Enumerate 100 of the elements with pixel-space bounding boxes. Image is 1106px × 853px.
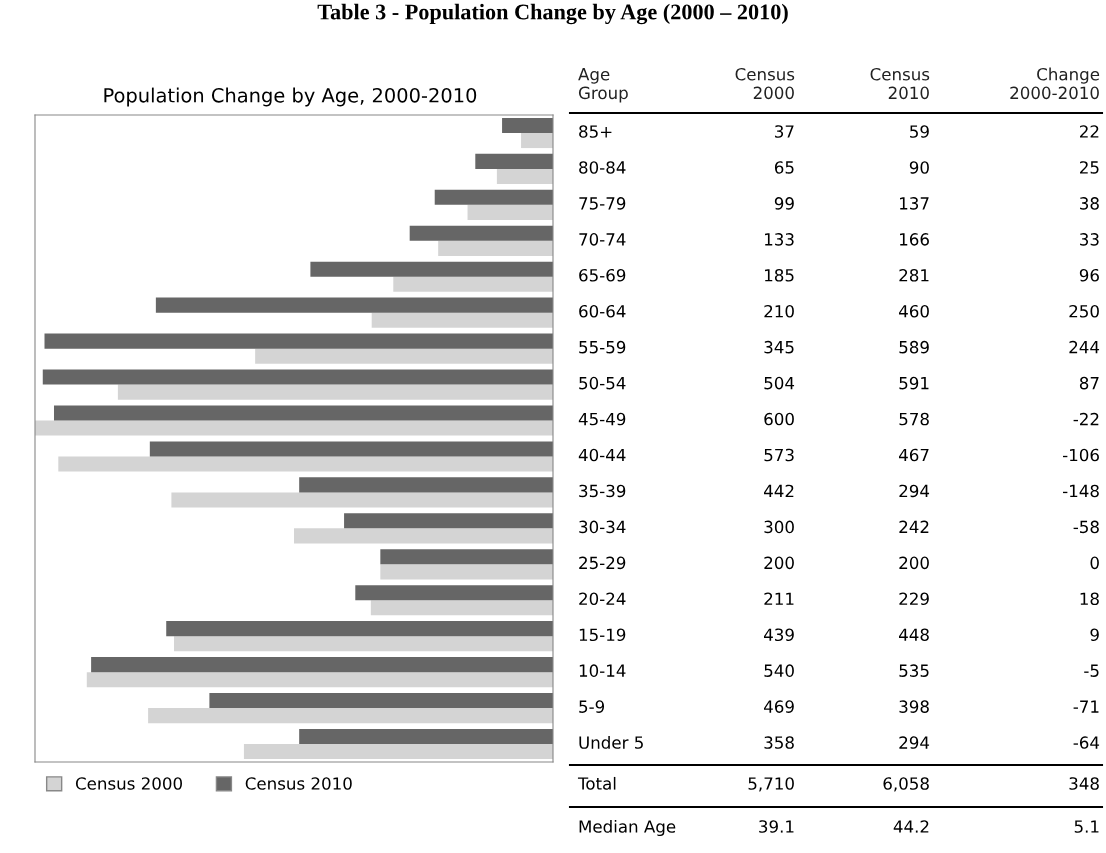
bar xyxy=(502,117,553,133)
bar xyxy=(475,153,553,169)
data-label: 137 xyxy=(900,197,929,210)
bar xyxy=(243,744,553,760)
data-label: 211 xyxy=(764,592,794,605)
data-label: 281 xyxy=(899,268,929,282)
y-tick-label: 20-24 xyxy=(579,592,626,606)
legend-label: Census 2000 xyxy=(75,777,182,790)
bar xyxy=(409,225,553,241)
data-label: 578 xyxy=(899,412,929,426)
y-tick-label: 10-14 xyxy=(579,664,626,677)
text: 250 xyxy=(1069,304,1099,318)
bar xyxy=(35,420,553,436)
data-label: 294 xyxy=(899,484,930,498)
data-label: 166 xyxy=(900,233,929,246)
text: -22 xyxy=(1073,412,1099,426)
data-label: 442 xyxy=(764,484,794,498)
bar xyxy=(209,692,553,709)
y-tick-label: 45-49 xyxy=(578,412,626,426)
text: 39.1 xyxy=(759,820,794,833)
bar xyxy=(117,384,553,400)
text: Census 2010 xyxy=(870,67,930,100)
data-label: 467 xyxy=(899,448,929,462)
bar xyxy=(148,708,553,724)
chart-title: Population Change by Age, 2000-2010 xyxy=(104,87,477,107)
data-label: 99 xyxy=(774,197,794,210)
data-label: 448 xyxy=(899,628,929,642)
data-label: 591 xyxy=(899,376,929,390)
data-label: 600 xyxy=(764,412,794,426)
text: Change 2000-2010 xyxy=(1010,67,1100,100)
text: 244 xyxy=(1069,340,1100,354)
bar xyxy=(299,477,553,493)
text: Total xyxy=(577,776,616,790)
data-label: 294 xyxy=(899,736,930,749)
bar xyxy=(155,297,553,313)
bar xyxy=(521,132,553,149)
bar xyxy=(91,657,553,673)
bar xyxy=(294,528,553,544)
y-tick-label: Under 5 xyxy=(579,735,643,749)
text: 5,710 xyxy=(748,777,794,792)
y-tick-label: 70-74 xyxy=(579,233,626,246)
text: Median Age xyxy=(579,819,676,837)
y-tick-label: 75-79 xyxy=(579,197,626,210)
bar xyxy=(42,369,553,385)
text: 38 xyxy=(1080,197,1099,210)
text: -64 xyxy=(1073,736,1100,749)
y-tick-label: 30-34 xyxy=(579,520,626,534)
text: 44.2 xyxy=(893,820,929,833)
y-axis-title: Age Group xyxy=(578,68,628,103)
data-label: 535 xyxy=(899,664,929,677)
data-label: 242 xyxy=(899,520,929,533)
data-label: 540 xyxy=(764,664,794,677)
bar xyxy=(467,204,553,220)
data-label: 59 xyxy=(910,125,929,138)
text: 348 xyxy=(1069,777,1099,790)
y-tick-label: 35-39 xyxy=(579,484,626,498)
y-tick-label: 80-84 xyxy=(579,161,626,174)
bar xyxy=(371,312,553,328)
bar xyxy=(310,261,553,277)
data-label: 504 xyxy=(764,376,795,390)
bar xyxy=(53,405,553,421)
y-tick-label: 15-19 xyxy=(579,628,626,642)
y-tick-label: 25-29 xyxy=(579,556,626,570)
data-label: 133 xyxy=(765,233,794,246)
text: 96 xyxy=(1079,268,1099,282)
bar xyxy=(44,333,553,349)
bar xyxy=(299,728,553,745)
y-tick-label: 55-59 xyxy=(579,340,626,354)
text: -58 xyxy=(1073,520,1099,534)
bar xyxy=(434,189,553,205)
bar xyxy=(255,348,553,364)
text: 33 xyxy=(1080,233,1099,246)
bar xyxy=(58,456,553,472)
text: 18 xyxy=(1080,592,1099,606)
y-tick-label: 50-54 xyxy=(579,376,626,390)
data-label: 200 xyxy=(899,556,929,570)
bar xyxy=(174,636,553,652)
text: 25 xyxy=(1080,161,1099,174)
data-label: 185 xyxy=(765,268,794,282)
text: 5.1 xyxy=(1074,820,1099,833)
data-label: 229 xyxy=(899,592,929,606)
data-label: 37 xyxy=(775,125,794,138)
y-tick-label: 65-69 xyxy=(579,268,626,282)
bar xyxy=(496,168,553,185)
data-label: 300 xyxy=(764,520,794,534)
bar xyxy=(149,441,553,457)
legend-label: Census 2010 xyxy=(245,777,352,790)
data-label: 345 xyxy=(764,340,794,354)
bar xyxy=(393,276,553,292)
bar xyxy=(344,513,553,529)
data-label: 439 xyxy=(764,628,794,642)
text: 6,058 xyxy=(883,777,929,792)
data-label: 358 xyxy=(764,736,794,749)
y-tick-label: 85+ xyxy=(579,125,612,138)
data-label: 210 xyxy=(764,304,794,318)
bar xyxy=(355,585,553,601)
y-tick-label: 5-9 xyxy=(579,700,605,713)
bar xyxy=(380,549,553,565)
text: -148 xyxy=(1062,484,1099,498)
bar xyxy=(370,600,553,616)
